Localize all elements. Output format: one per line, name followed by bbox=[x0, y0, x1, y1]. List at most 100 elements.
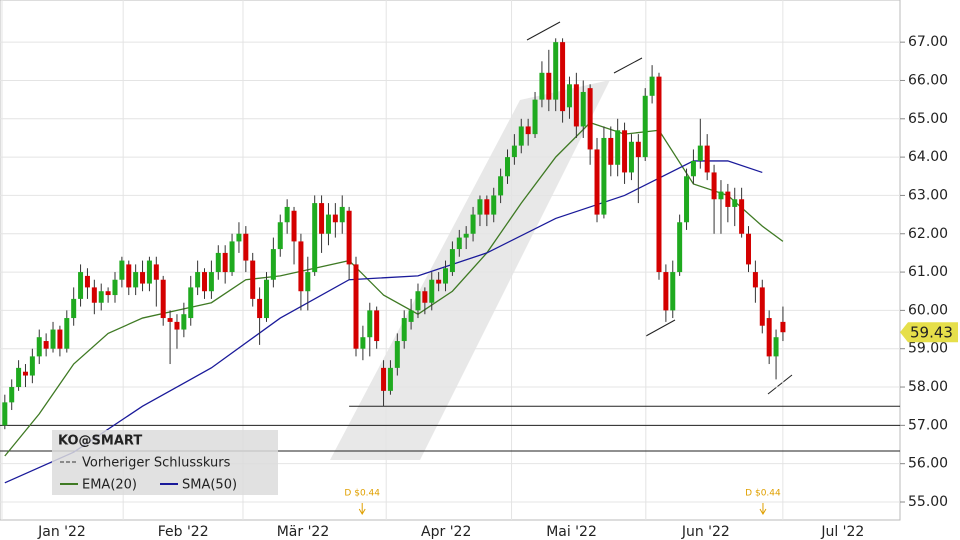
x-tick-label: Mär '22 bbox=[277, 524, 330, 540]
symbol: KO@SMART bbox=[58, 434, 142, 449]
candle-body bbox=[656, 76, 662, 273]
dividend-label: D $0.44 bbox=[745, 489, 781, 499]
candle-body bbox=[463, 233, 469, 238]
candle-body bbox=[181, 314, 187, 330]
candle-body bbox=[477, 199, 483, 215]
candle-body bbox=[429, 279, 435, 303]
y-tick-label: 58.00 bbox=[908, 379, 948, 395]
candle-body bbox=[663, 272, 669, 311]
candle-body bbox=[615, 130, 621, 165]
candle-body bbox=[635, 141, 641, 158]
candle-body bbox=[22, 371, 28, 376]
candle-body bbox=[119, 260, 125, 280]
candle-body bbox=[167, 318, 173, 322]
candle-body bbox=[470, 214, 476, 234]
candle-body bbox=[684, 176, 690, 223]
candle-body bbox=[360, 337, 366, 349]
y-tick-label: 65.00 bbox=[908, 111, 948, 127]
candle-body bbox=[64, 318, 70, 349]
candle-body bbox=[546, 72, 552, 100]
candle-body bbox=[415, 291, 421, 311]
candle-body bbox=[718, 191, 724, 200]
trend-line bbox=[613, 57, 643, 74]
candle-body bbox=[773, 337, 779, 357]
candle-body bbox=[229, 241, 235, 273]
candle-body bbox=[670, 272, 676, 311]
candle-body bbox=[642, 95, 648, 158]
candle-body bbox=[539, 72, 545, 100]
candle-body bbox=[98, 291, 104, 303]
candle-body bbox=[387, 367, 393, 391]
legend-label: EMA(20) bbox=[82, 478, 137, 493]
legend-label: SMA(50) bbox=[182, 478, 237, 493]
candle-body bbox=[284, 206, 290, 223]
candle-body bbox=[587, 88, 593, 150]
watermark bbox=[330, 80, 610, 460]
candle-body bbox=[126, 264, 132, 288]
candle-body bbox=[270, 249, 276, 280]
candle-body bbox=[346, 210, 352, 265]
candle-body bbox=[498, 176, 504, 196]
candle-body bbox=[215, 252, 221, 273]
candle-body bbox=[298, 241, 304, 292]
candle-body bbox=[332, 214, 338, 223]
candle-body bbox=[325, 214, 331, 234]
candle-body bbox=[649, 76, 655, 96]
x-tick-label: Jan '22 bbox=[37, 524, 86, 540]
candle-body bbox=[208, 272, 214, 292]
candle-body bbox=[319, 203, 325, 234]
y-tick-label: 66.00 bbox=[908, 72, 948, 88]
candle-body bbox=[140, 272, 146, 284]
trend-line bbox=[645, 319, 676, 337]
candle-body bbox=[188, 287, 194, 319]
candle-body bbox=[443, 268, 449, 284]
candle-body bbox=[594, 149, 600, 215]
price-tag bbox=[900, 322, 958, 343]
y-tick-label: 57.00 bbox=[908, 417, 948, 433]
candle-body bbox=[43, 341, 49, 349]
candle-body bbox=[449, 249, 455, 273]
candle-body bbox=[36, 337, 42, 357]
candle-body bbox=[339, 206, 345, 223]
candle-body bbox=[312, 203, 318, 273]
candle-body bbox=[752, 272, 758, 288]
y-tick-label: 62.00 bbox=[908, 226, 948, 242]
candle-body bbox=[456, 237, 462, 250]
candle-body bbox=[195, 272, 201, 288]
y-tick-label: 67.00 bbox=[908, 34, 948, 50]
candle-body bbox=[222, 252, 228, 273]
candle-body bbox=[367, 310, 373, 338]
candle-body bbox=[174, 321, 180, 330]
candle-body bbox=[566, 84, 572, 108]
candle-body bbox=[732, 199, 738, 207]
candle-body bbox=[746, 233, 752, 265]
y-tick-label: 64.00 bbox=[908, 149, 948, 165]
x-tick-label: Jun '22 bbox=[681, 524, 730, 540]
dividend-marker bbox=[358, 503, 366, 515]
dividend-label: D $0.44 bbox=[344, 489, 380, 499]
candle-body bbox=[305, 272, 311, 292]
candle-body bbox=[725, 191, 731, 207]
x-tick-label: Mai '22 bbox=[546, 524, 597, 540]
trend-line bbox=[767, 374, 793, 395]
candle-body bbox=[622, 130, 628, 173]
candle-body bbox=[133, 272, 139, 288]
candle-body bbox=[112, 279, 118, 296]
candle-body bbox=[57, 329, 63, 349]
y-tick-label: 60.00 bbox=[908, 302, 948, 318]
dividend-marker bbox=[759, 503, 767, 515]
candle-body bbox=[511, 145, 517, 158]
candle-body bbox=[374, 310, 380, 342]
candle-body bbox=[353, 264, 359, 349]
candle-body bbox=[236, 233, 242, 242]
candle-body bbox=[146, 260, 152, 284]
candle-body bbox=[525, 126, 531, 135]
candle-body bbox=[2, 402, 8, 426]
candle-body bbox=[759, 287, 765, 326]
candle-body bbox=[573, 84, 579, 127]
candle-body bbox=[628, 141, 634, 173]
candle-body bbox=[690, 160, 696, 177]
candle-body bbox=[704, 145, 710, 173]
candle-body bbox=[491, 195, 497, 215]
candle-body bbox=[291, 210, 297, 242]
